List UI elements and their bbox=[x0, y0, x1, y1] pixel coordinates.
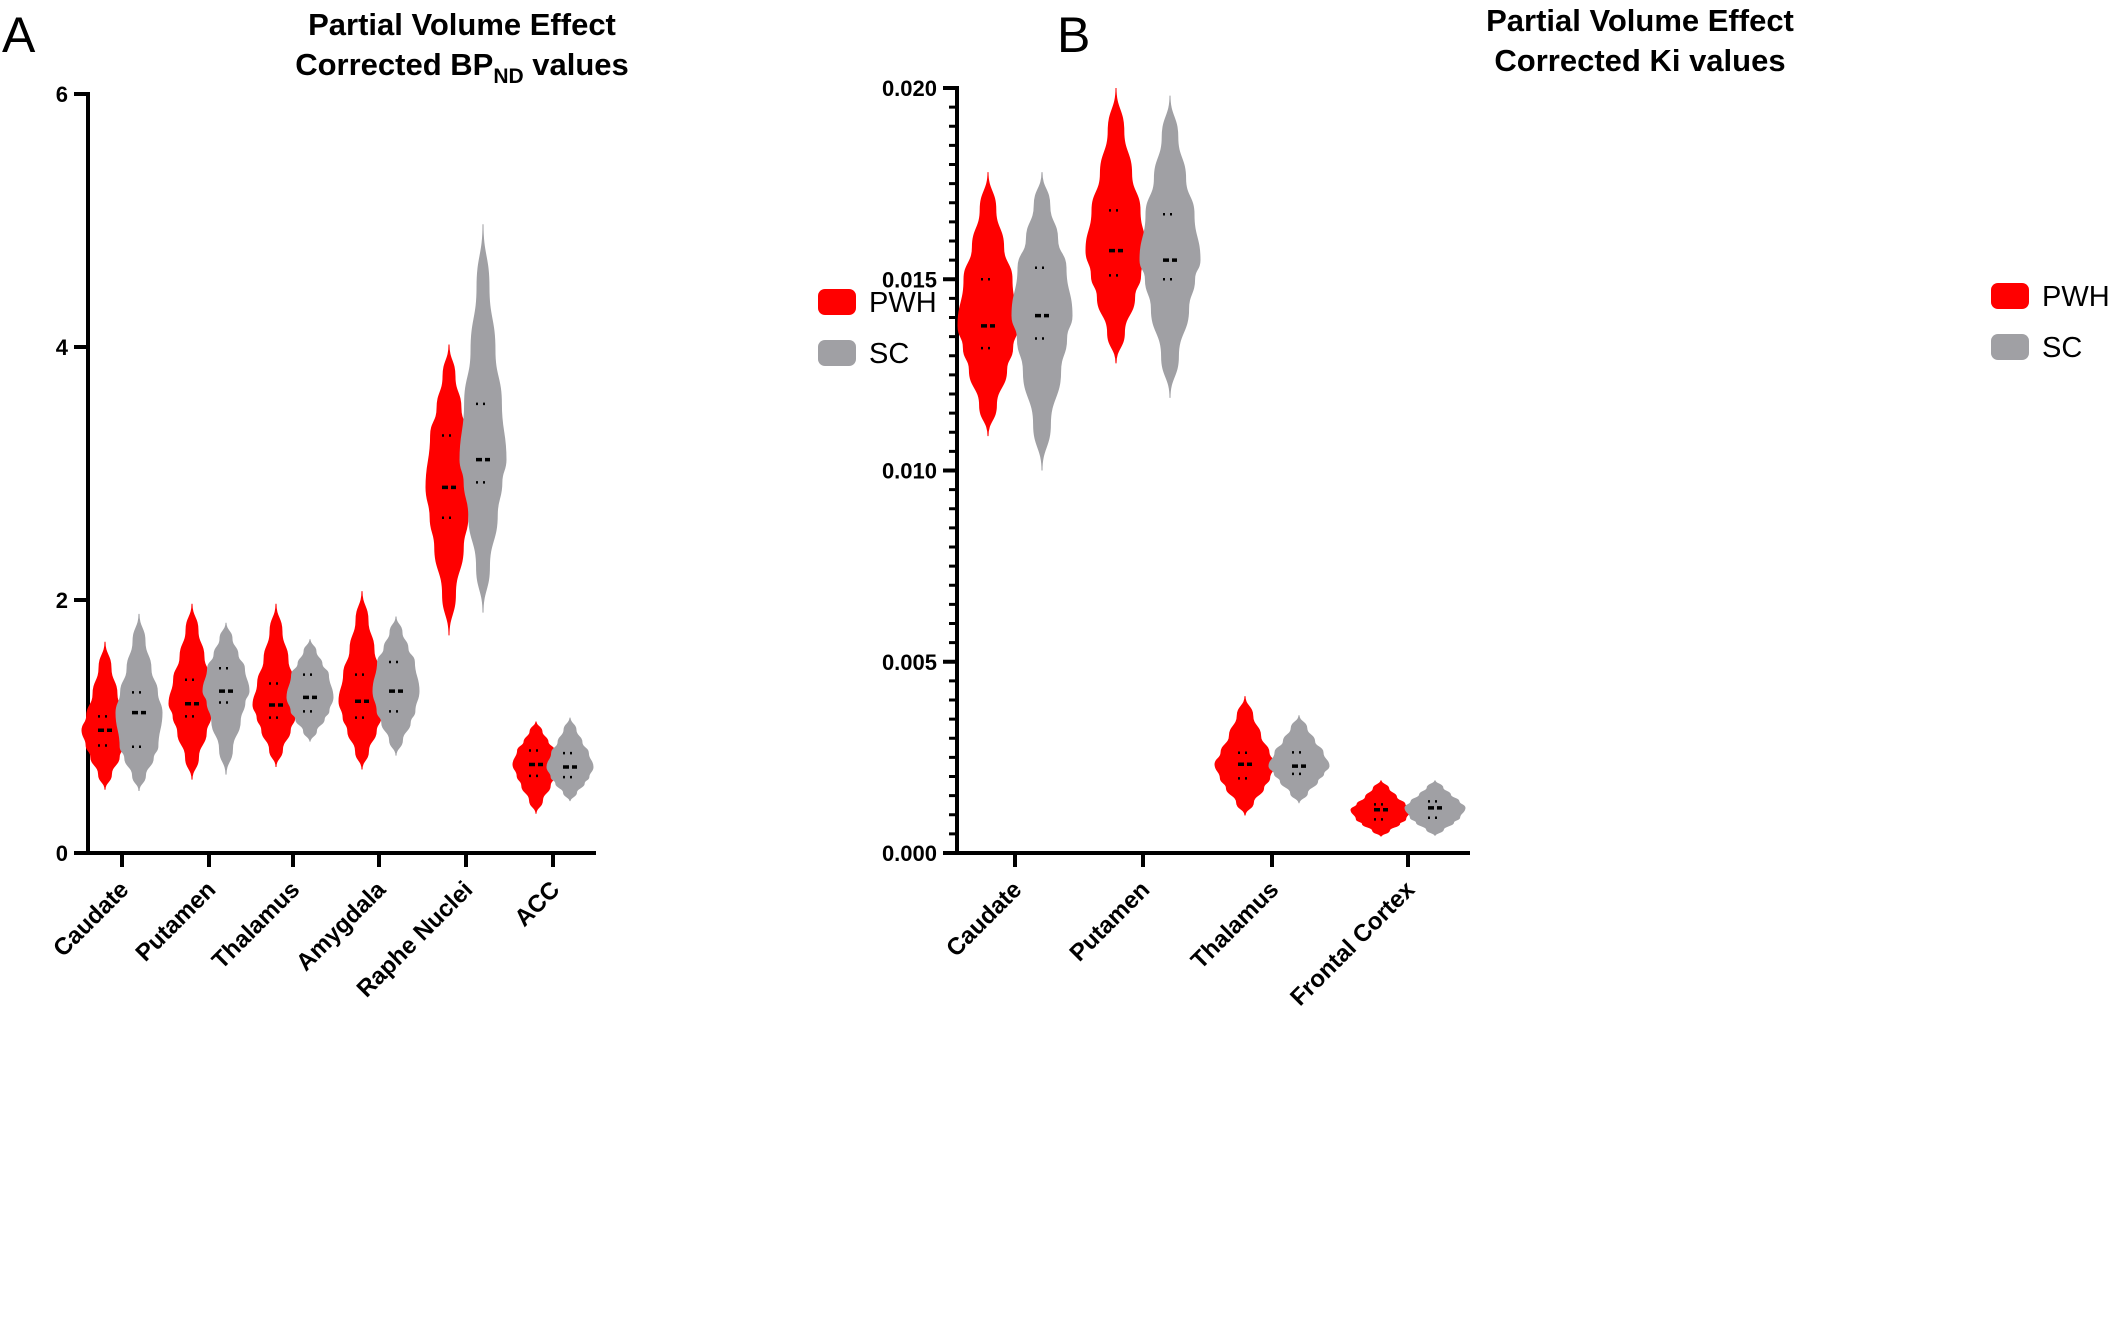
panel-b-violin-pwh-caudate bbox=[957, 172, 1019, 437]
panel-a-title-prefix: Corrected BP bbox=[295, 47, 493, 82]
panel-a-violin-pwh-amygdala bbox=[338, 591, 386, 770]
panel-b-legend-swatch-sc bbox=[1991, 334, 2029, 360]
panel-b-violin-sc-frontal-cortex bbox=[1404, 780, 1466, 836]
panel-a-title-line2: Corrected BPND values bbox=[295, 47, 629, 88]
panel-b-y-tick-label: 0.015 bbox=[882, 267, 937, 292]
panel-b-violin-pwh-thalamus bbox=[1214, 696, 1276, 816]
panel-a-y-tick-label: 6 bbox=[56, 82, 68, 107]
panel-a-legend-swatch-sc bbox=[818, 340, 856, 366]
panel-a-title-subscript: ND bbox=[493, 65, 523, 88]
panel-b-violin-sc-putamen bbox=[1139, 95, 1201, 398]
panel-a-violin-sc-raphe-nuclei bbox=[459, 224, 507, 613]
panel-a-x-tick-label-acc: ACC bbox=[509, 876, 565, 932]
panel-b-violin-sc-thalamus bbox=[1268, 715, 1330, 804]
panel-a-x-tick-label-caudate: Caudate bbox=[48, 876, 134, 962]
panel-b-y-tick-label: 0.005 bbox=[882, 650, 937, 675]
panel-a-title-line1: Partial Volume Effect bbox=[308, 7, 616, 42]
panel-b-x-tick-label-caudate: Caudate bbox=[941, 876, 1027, 962]
panel-b-violin-pwh-putamen bbox=[1085, 87, 1147, 364]
panel-b-title-line2: Corrected Ki values bbox=[1494, 43, 1785, 78]
panel-a-y-tick-label: 0 bbox=[56, 841, 68, 866]
panel-b-x-tick-label-frontal-cortex: Frontal Cortex bbox=[1285, 876, 1421, 1012]
panel-b-legend-swatch-pwh bbox=[1991, 283, 2029, 309]
panel-a-violin-sc-putamen bbox=[202, 622, 250, 775]
panel-a-legend-label-pwh: PWH bbox=[869, 287, 937, 319]
panel-a-legend-swatch-pwh bbox=[818, 289, 856, 315]
panel-a-violin-pwh-putamen bbox=[168, 603, 216, 780]
panel-a-x-tick-label-thalamus: Thalamus bbox=[207, 876, 305, 974]
panel-a-legend-label-sc: SC bbox=[869, 338, 909, 370]
panel-b-y-tick-label: 0.020 bbox=[882, 76, 937, 101]
panel-b-legend-label-sc: SC bbox=[2042, 332, 2082, 364]
panel-letter-a: A bbox=[2, 7, 36, 63]
panel-a-violin-sc-thalamus bbox=[286, 639, 334, 742]
panel-b-x-tick-label-putamen: Putamen bbox=[1064, 876, 1155, 967]
panel-b-y-tick-label: 0.010 bbox=[882, 459, 937, 484]
panel-a-violin-sc-acc bbox=[546, 717, 594, 802]
panel-b-x-tick-label-thalamus: Thalamus bbox=[1186, 876, 1284, 974]
panel-a-y-tick-label: 4 bbox=[56, 335, 69, 360]
panel-a: A Partial Volume Effect Corrected BPND v… bbox=[2, 7, 937, 1003]
panel-a-violin-sc-amygdala bbox=[372, 616, 420, 756]
panel-b-title-line1: Partial Volume Effect bbox=[1486, 3, 1794, 38]
panel-b: B Partial Volume Effect Corrected Ki val… bbox=[882, 3, 2110, 1011]
panel-b-y-tick-label: 0.000 bbox=[882, 841, 937, 866]
panel-a-violin-pwh-raphe-nuclei bbox=[425, 344, 473, 636]
panel-b-violin-pwh-frontal-cortex bbox=[1350, 780, 1412, 837]
panel-a-y-tick-label: 2 bbox=[56, 588, 68, 613]
panel-a-violin-sc-caudate bbox=[115, 613, 163, 792]
panel-a-violin-pwh-thalamus bbox=[252, 603, 300, 768]
panel-letter-b: B bbox=[1057, 7, 1090, 63]
panel-b-legend-label-pwh: PWH bbox=[2042, 281, 2110, 313]
panel-b-violin-sc-caudate bbox=[1011, 172, 1073, 471]
panel-a-title-suffix: values bbox=[524, 47, 629, 82]
